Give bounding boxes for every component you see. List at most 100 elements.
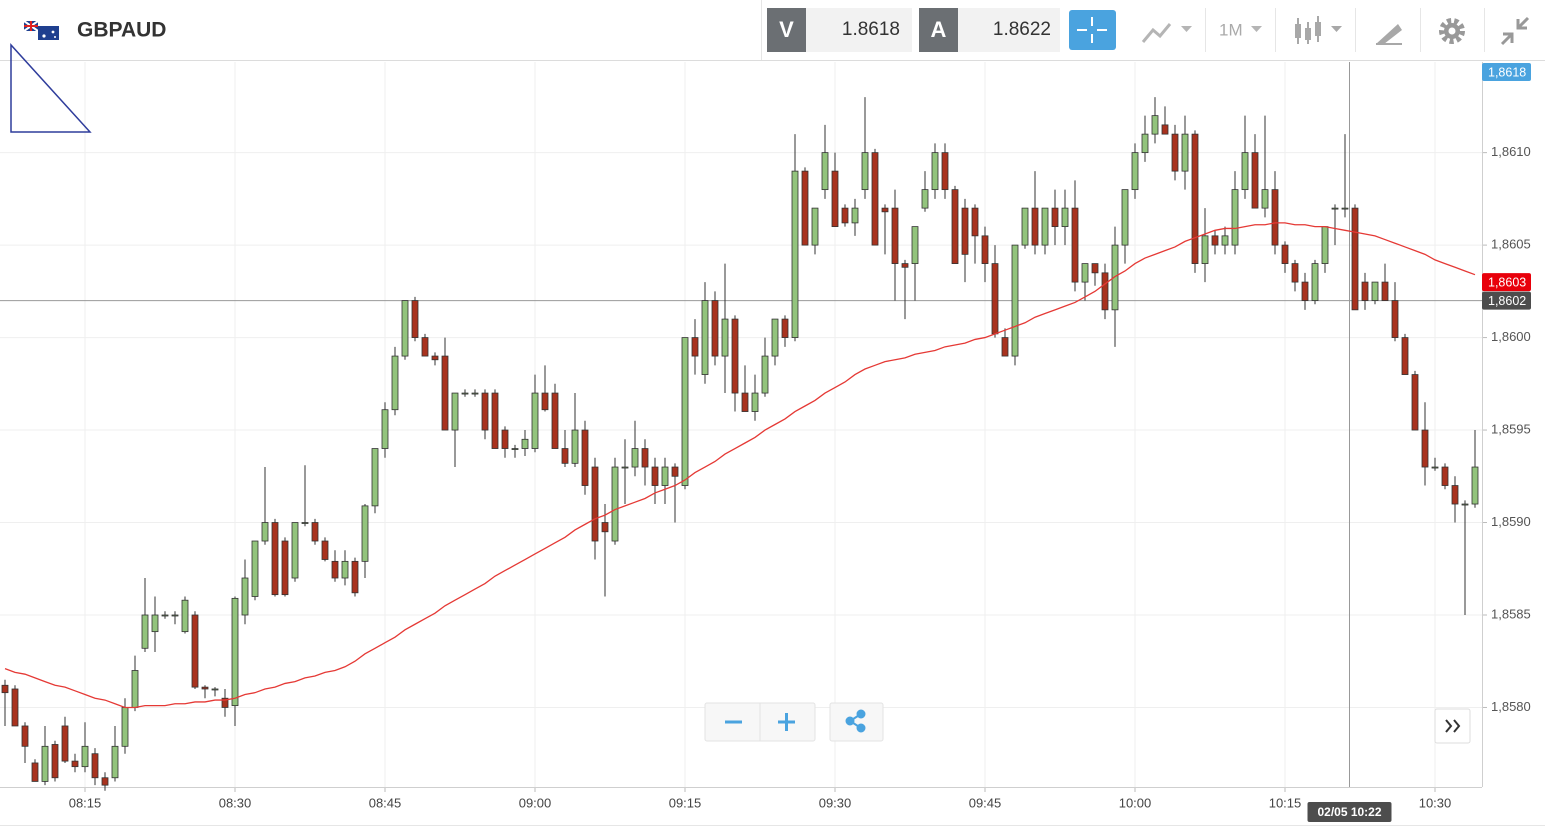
chart-type-button[interactable] <box>1141 23 1192 43</box>
candle-body <box>781 318 789 338</box>
ask-button[interactable] <box>919 8 958 52</box>
zoom-controls <box>704 702 1471 744</box>
candle-body <box>521 438 529 449</box>
settings-icon[interactable] <box>1439 18 1465 44</box>
candle-body <box>791 170 799 338</box>
candle-body <box>671 466 679 477</box>
candle-body <box>661 466 669 486</box>
candle-body <box>881 207 889 213</box>
candle-body <box>951 189 959 264</box>
candle-body <box>841 207 849 224</box>
candle-body <box>21 725 29 747</box>
candle-body <box>241 577 249 616</box>
candle-body <box>311 522 319 542</box>
zoom-in[interactable] <box>778 713 795 731</box>
candle-body <box>431 355 439 361</box>
candle-body <box>1281 244 1289 264</box>
candle-body <box>71 760 79 768</box>
bid-box <box>806 8 912 52</box>
bid-price: 1.8618 <box>842 19 900 40</box>
y-tick-label: 1,8605 <box>1491 237 1531 252</box>
candle-body <box>461 392 469 395</box>
candle-body <box>1361 281 1369 301</box>
candle-body <box>771 318 779 357</box>
candle-body <box>1051 207 1059 228</box>
candle-body <box>121 707 129 747</box>
candle-body <box>1151 115 1159 135</box>
bid-button[interactable] <box>767 8 806 52</box>
x-tick-label: 09:00 <box>519 795 552 810</box>
candle-icon[interactable] <box>1295 16 1342 44</box>
x-tick-label: 08:30 <box>219 795 252 810</box>
candle-body <box>111 745 119 779</box>
candle-body <box>1341 207 1349 210</box>
candle-body <box>301 522 309 524</box>
candle-body <box>1101 272 1109 311</box>
candle-body <box>141 614 149 649</box>
candle-body <box>971 207 979 237</box>
candle-body <box>1131 152 1139 191</box>
candle-body <box>471 392 479 395</box>
candle-body <box>1411 374 1419 431</box>
candle-body <box>811 207 819 246</box>
candle-body <box>691 337 699 357</box>
collapse-icon[interactable] <box>1500 16 1530 46</box>
candle-body <box>591 466 599 542</box>
flag-icon <box>23 20 59 40</box>
candle-body <box>501 429 509 449</box>
scroll-end-button[interactable] <box>1434 708 1471 744</box>
candle-body <box>531 392 539 449</box>
candle-body <box>171 614 179 617</box>
candle-body <box>331 560 339 579</box>
candle-body <box>1231 189 1239 246</box>
candle-body <box>1191 133 1199 264</box>
x-tick-label: 10:15 <box>1269 795 1302 810</box>
drawing-icon[interactable] <box>1376 24 1402 45</box>
ask-label: A <box>931 17 947 42</box>
crosshair-price-box <box>1482 291 1531 310</box>
candle-body <box>921 189 929 209</box>
crosshair-price-label: 1,8602 <box>1488 294 1526 308</box>
candle-body <box>1041 207 1049 246</box>
candle-body <box>1221 235 1229 246</box>
x-tick-label: 10:30 <box>1419 795 1452 810</box>
timeframe-button[interactable]: 1M <box>1219 20 1262 39</box>
candle-body <box>651 466 659 486</box>
x-tick-label: 09:15 <box>669 795 702 810</box>
candle-body <box>1441 466 1449 486</box>
price-marker-label: 1,8603 <box>1488 275 1526 289</box>
candle-body <box>741 392 749 412</box>
y-tick-label: 1,8585 <box>1491 606 1531 621</box>
candle-body <box>251 540 259 597</box>
candle-body <box>391 355 399 411</box>
candle-body <box>1031 207 1039 246</box>
candle-body <box>1071 207 1079 283</box>
drawing-triangle[interactable] <box>10 43 92 133</box>
candle-body <box>1311 263 1319 301</box>
x-tick-label: 09:45 <box>969 795 1002 810</box>
candle-body <box>1241 152 1249 191</box>
candle-body <box>1401 337 1409 375</box>
candle-body <box>351 560 359 594</box>
price-marker-label: 1,8618 <box>1488 65 1526 79</box>
candle-body <box>611 466 619 542</box>
candle-body <box>101 777 109 786</box>
candle-body <box>581 429 589 486</box>
candle-body <box>41 745 49 782</box>
candle-body <box>401 300 409 357</box>
candle-body <box>281 540 289 596</box>
candle-body <box>1171 133 1179 172</box>
share-button[interactable] <box>845 709 866 733</box>
candle-body <box>491 392 499 449</box>
candle-body <box>1331 207 1339 210</box>
crosshair-button[interactable] <box>1069 10 1116 50</box>
symbol: GBPAUD <box>77 19 166 42</box>
candle-body <box>1181 133 1189 172</box>
candle-body <box>831 170 839 228</box>
candle-body <box>1461 503 1469 506</box>
candle-body <box>731 318 739 394</box>
candle-body <box>751 392 759 412</box>
candle-body <box>551 392 559 449</box>
candle-body <box>1261 189 1269 209</box>
